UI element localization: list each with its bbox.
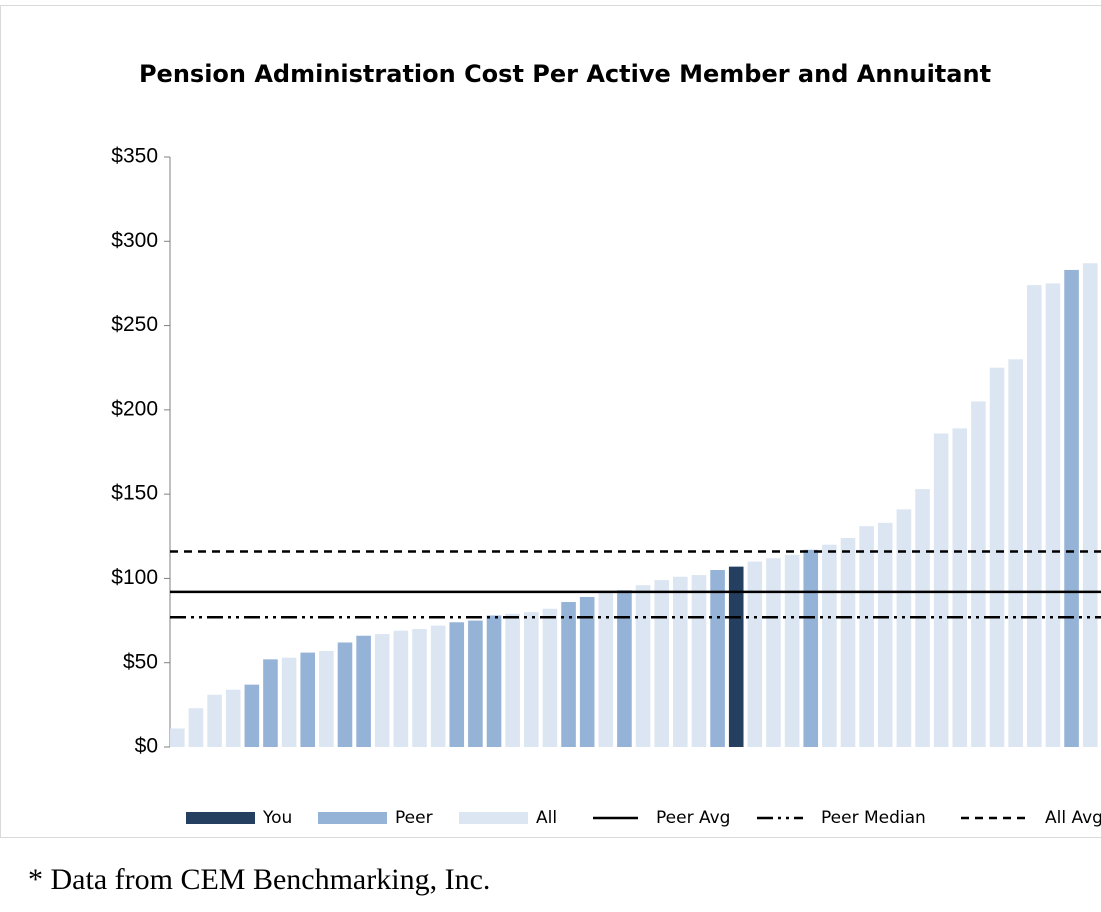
bar: [337, 642, 353, 747]
legend-label: You: [262, 808, 292, 828]
legend-swatch: [318, 812, 387, 824]
bar: [766, 558, 781, 747]
y-tick-label: $250: [111, 313, 158, 336]
bar: [1045, 283, 1061, 747]
legend-label: Peer Avg: [656, 808, 730, 828]
bar: [505, 613, 520, 747]
bar: [579, 596, 595, 747]
bar: [225, 689, 241, 747]
y-tick-label: $200: [111, 397, 158, 420]
bar: [319, 650, 334, 747]
y-tick-label: $0: [135, 735, 158, 758]
bar: [710, 570, 725, 747]
bar: [971, 401, 986, 747]
bar: [374, 634, 390, 747]
bar: [784, 554, 800, 747]
bar: [803, 549, 819, 747]
bar: [952, 428, 968, 747]
bar: [1064, 269, 1079, 747]
legend-label: Peer: [395, 808, 433, 828]
bar: [356, 635, 371, 747]
bar: [1082, 263, 1098, 747]
bar: [430, 625, 446, 747]
bar: [523, 612, 539, 747]
bar: [747, 561, 763, 747]
bar: [1008, 359, 1023, 747]
bar: [635, 585, 651, 747]
bar: [691, 575, 707, 747]
bar: [300, 652, 316, 747]
bar: [393, 630, 409, 747]
bar: [896, 509, 912, 747]
chart-title: Pension Administration Cost Per Active M…: [139, 60, 991, 88]
bar: [542, 608, 558, 747]
bar: [263, 659, 278, 747]
bar: [207, 694, 222, 747]
bar: [468, 620, 483, 747]
y-tick-label: $100: [111, 566, 158, 589]
bar: [933, 433, 949, 747]
y-tick-label: $300: [111, 229, 158, 252]
bar: [1026, 285, 1042, 747]
legend-label: Peer Median: [821, 808, 926, 828]
bar: [822, 544, 837, 747]
bar: [244, 684, 260, 747]
footnote: * Data from CEM Benchmarking, Inc.: [28, 863, 490, 896]
bar: [617, 590, 632, 747]
y-tick-label: $350: [111, 145, 158, 168]
bar: [598, 591, 614, 747]
bar: [188, 708, 204, 747]
y-tick-label: $50: [123, 650, 158, 673]
bar: [654, 580, 669, 747]
bar: [281, 657, 297, 747]
legend-swatch: [186, 812, 255, 824]
bar: [989, 367, 1005, 747]
bar: [449, 622, 465, 747]
legend-swatch: [459, 812, 528, 824]
bar: [728, 566, 744, 747]
bar: [486, 615, 502, 747]
bar: [412, 629, 427, 747]
legend-label: All Avg: [1045, 808, 1101, 828]
bar: [673, 576, 688, 747]
bar: [877, 522, 893, 747]
y-tick-label: $150: [111, 482, 158, 505]
bar: [561, 602, 576, 747]
bar: [170, 728, 185, 747]
legend-label: All: [536, 808, 557, 828]
bar: [859, 526, 874, 747]
bar: [840, 537, 856, 747]
